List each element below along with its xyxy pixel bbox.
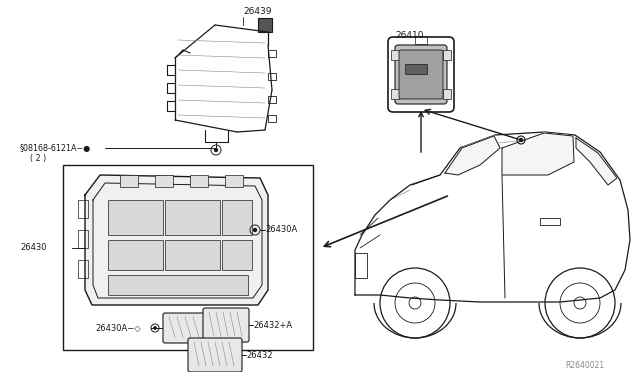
Bar: [268, 73, 276, 80]
Bar: [225, 175, 243, 187]
FancyBboxPatch shape: [395, 45, 447, 104]
Bar: [155, 175, 173, 187]
Bar: [540, 218, 560, 225]
Bar: [222, 240, 252, 270]
Bar: [391, 50, 399, 60]
Bar: [78, 230, 88, 248]
Bar: [78, 260, 88, 278]
Text: 26410: 26410: [395, 31, 424, 39]
Bar: [268, 96, 276, 103]
Text: 26439: 26439: [243, 7, 271, 16]
Bar: [268, 50, 276, 57]
Text: 26432+A: 26432+A: [253, 321, 292, 330]
Bar: [222, 200, 252, 235]
FancyBboxPatch shape: [188, 338, 242, 372]
Text: 26430A: 26430A: [265, 225, 297, 234]
Polygon shape: [85, 175, 268, 305]
Polygon shape: [576, 138, 617, 185]
Bar: [165, 240, 220, 270]
Text: R2640021: R2640021: [565, 360, 604, 369]
Polygon shape: [355, 132, 630, 302]
Bar: [108, 240, 163, 270]
Circle shape: [214, 148, 218, 151]
Bar: [443, 50, 451, 60]
Polygon shape: [445, 136, 500, 175]
Circle shape: [520, 138, 522, 141]
Bar: [120, 175, 138, 187]
Bar: [415, 36, 427, 44]
Bar: [108, 200, 163, 235]
Text: ( 2 ): ( 2 ): [30, 154, 46, 163]
Text: §08168-6121A−●: §08168-6121A−●: [20, 144, 92, 153]
FancyBboxPatch shape: [399, 50, 443, 99]
Bar: [108, 275, 248, 295]
Polygon shape: [502, 133, 574, 175]
Bar: [258, 18, 272, 32]
Text: 26430A−◇: 26430A−◇: [95, 324, 141, 333]
Text: 26432: 26432: [246, 350, 273, 359]
Bar: [391, 89, 399, 99]
Circle shape: [154, 327, 156, 329]
Bar: [268, 115, 276, 122]
Bar: [190, 175, 208, 187]
Circle shape: [253, 228, 257, 231]
Text: 26430: 26430: [20, 244, 47, 253]
Bar: [405, 64, 427, 74]
Bar: [355, 253, 367, 278]
FancyBboxPatch shape: [203, 308, 249, 342]
FancyBboxPatch shape: [163, 313, 205, 343]
Bar: [165, 200, 220, 235]
FancyBboxPatch shape: [388, 37, 454, 112]
Bar: [78, 200, 88, 218]
Bar: [63, 165, 313, 350]
Bar: [443, 89, 451, 99]
